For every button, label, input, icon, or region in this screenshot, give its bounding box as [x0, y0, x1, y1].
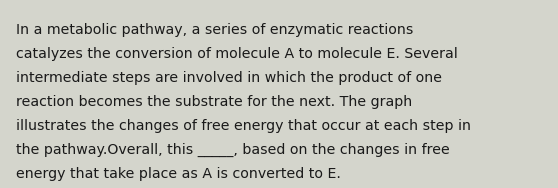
Text: illustrates the changes of free energy that occur at each step in: illustrates the changes of free energy t…	[16, 119, 470, 133]
Text: intermediate steps are involved in which the product of one: intermediate steps are involved in which…	[16, 71, 441, 85]
Text: reaction becomes the substrate for the next. The graph: reaction becomes the substrate for the n…	[16, 95, 412, 109]
Text: the pathway.Overall, this _____, based on the changes in free: the pathway.Overall, this _____, based o…	[16, 143, 449, 157]
Text: energy that take place as A is converted to E.: energy that take place as A is converted…	[16, 167, 340, 181]
Text: In a metabolic pathway, a series of enzymatic reactions: In a metabolic pathway, a series of enzy…	[16, 23, 413, 36]
Text: catalyzes the conversion of molecule A to molecule E. Several: catalyzes the conversion of molecule A t…	[16, 47, 458, 61]
